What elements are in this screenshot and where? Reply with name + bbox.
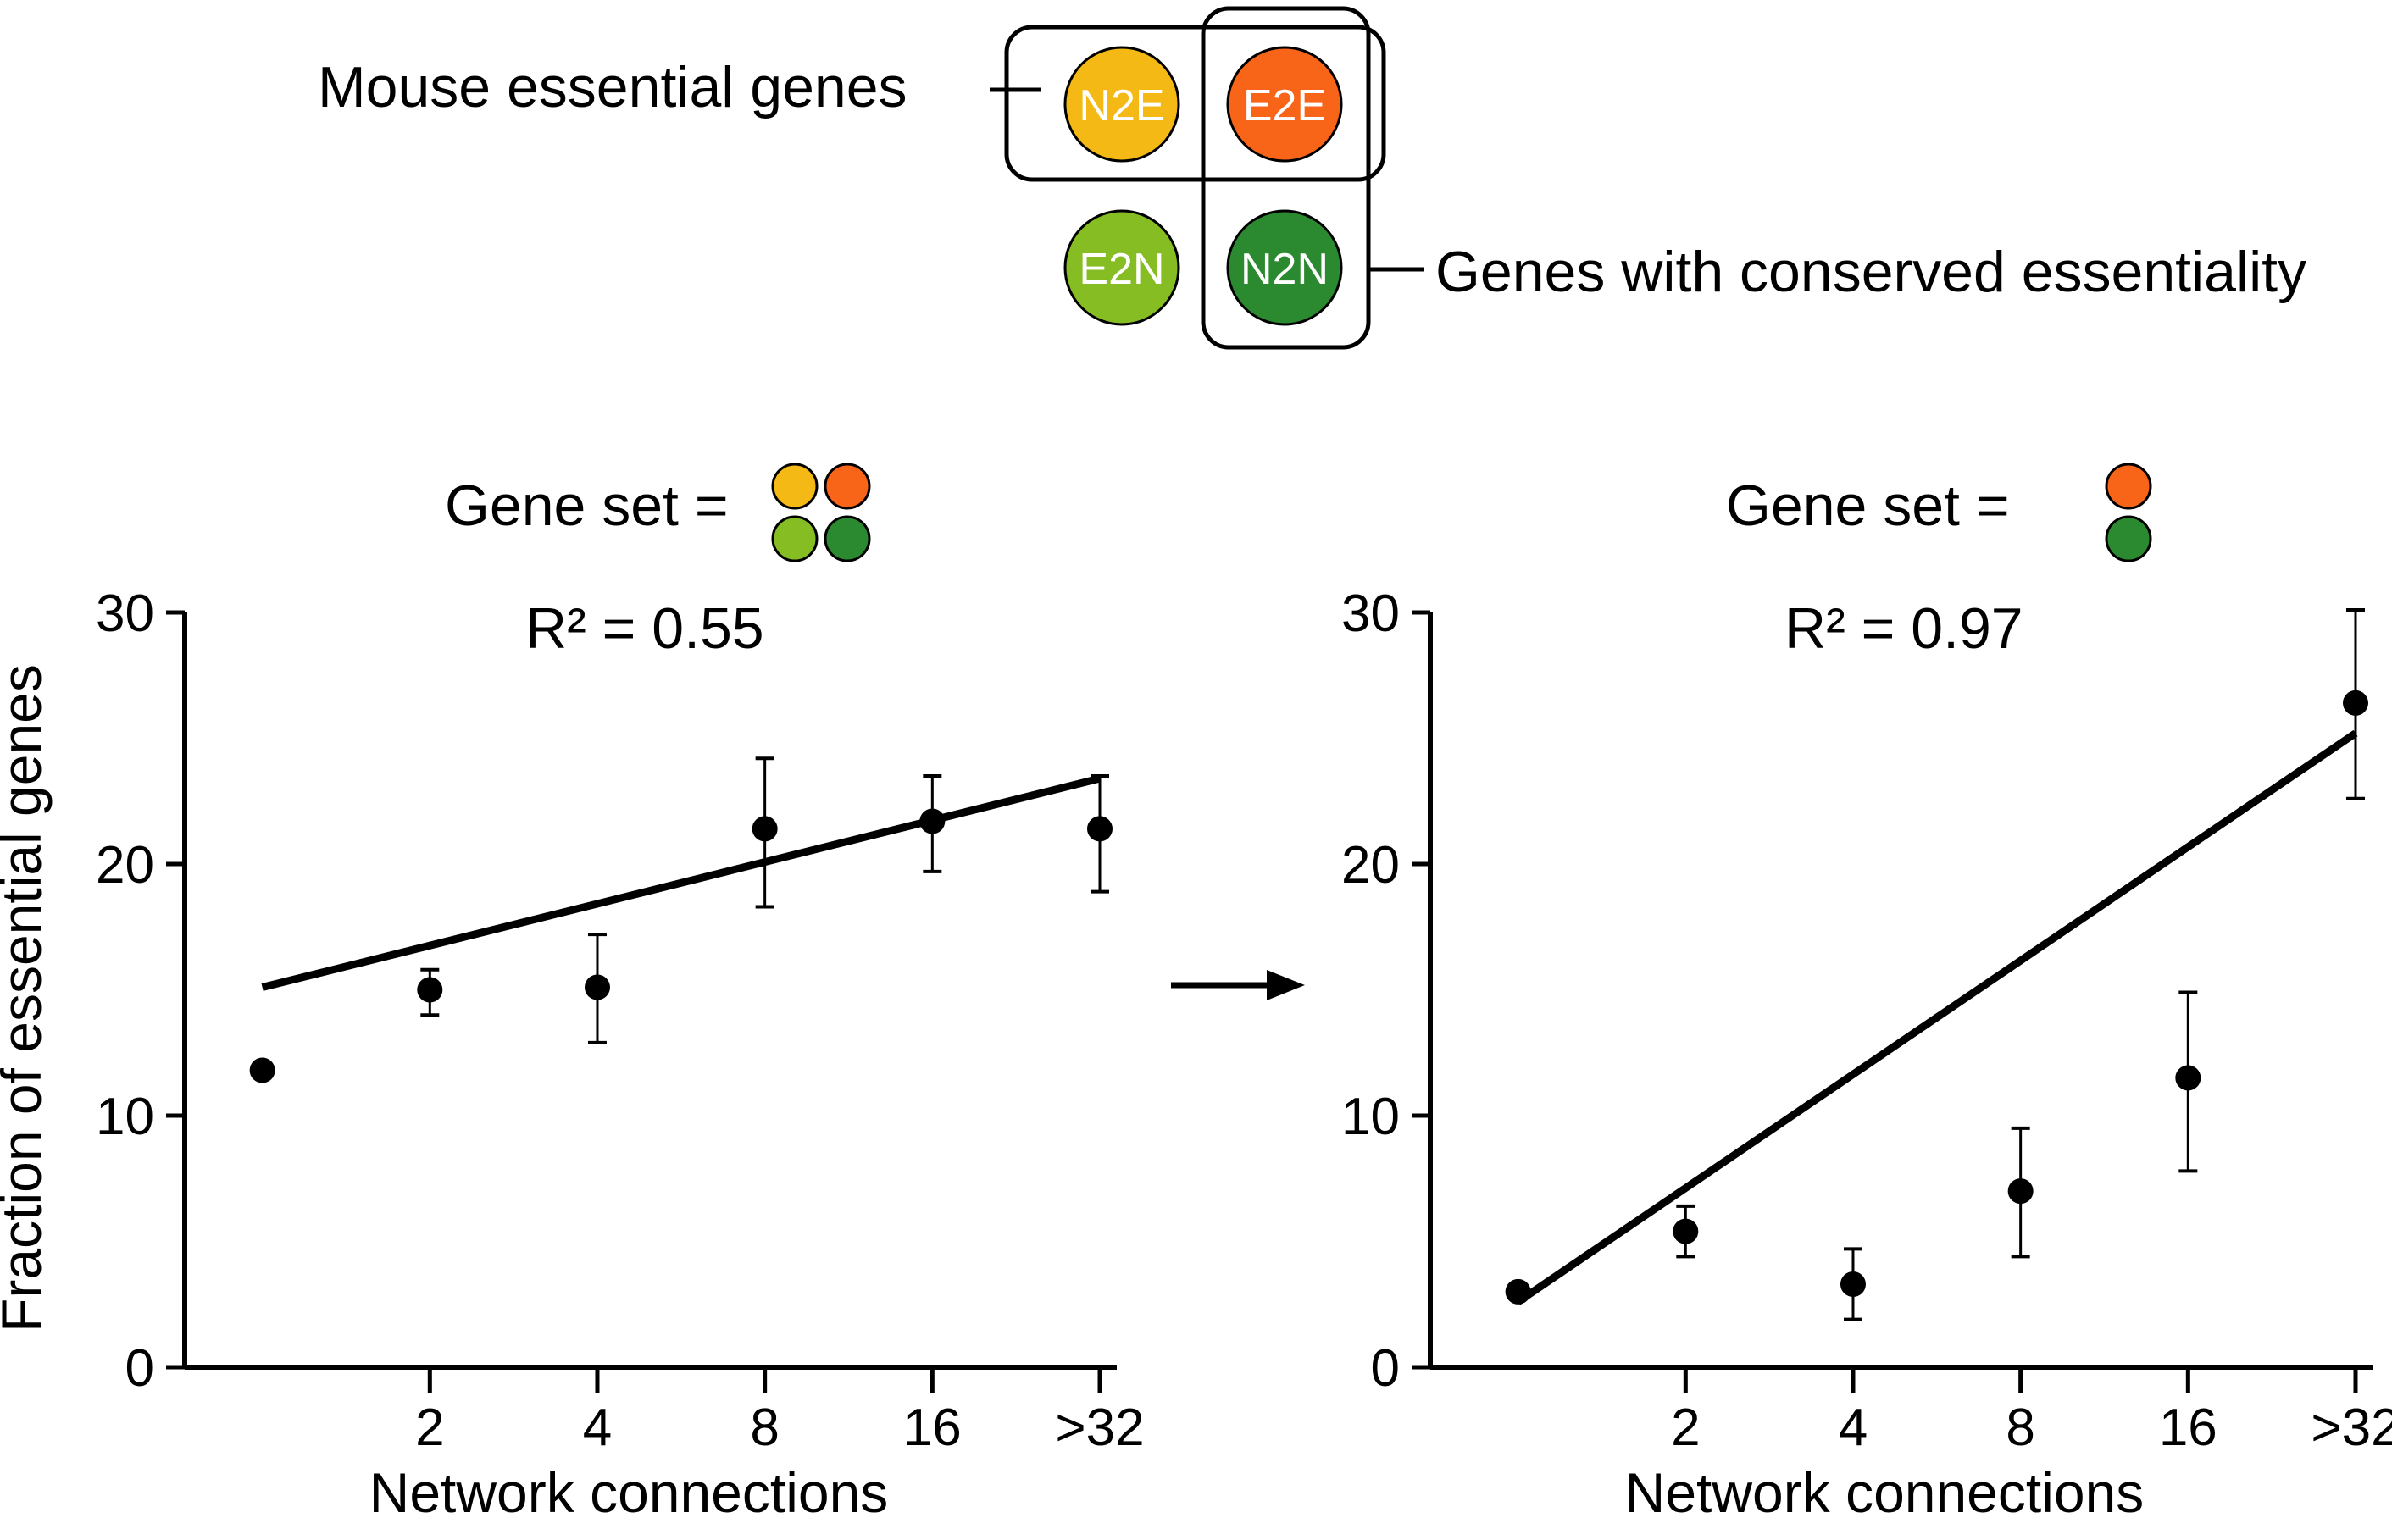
x-axis-label: Network connections <box>1625 1461 2145 1524</box>
legend-circle-n2n: N2N <box>1226 209 1343 326</box>
x-tick-label: 2 <box>415 1399 444 1457</box>
data-point <box>2343 690 2368 716</box>
gene-set-swatch-n2n <box>824 515 871 562</box>
x-tick-label: 16 <box>903 1399 962 1457</box>
fit-line <box>1516 729 2358 1305</box>
transition-arrow <box>1171 970 1305 1000</box>
legend-circle-e2n: E2N <box>1063 209 1180 326</box>
x-axis-label: Network connections <box>369 1461 889 1524</box>
legend-circle-n2e: N2E <box>1063 46 1180 163</box>
data-point <box>584 974 610 1000</box>
x-tick-label: 16 <box>2159 1399 2217 1457</box>
fit-line <box>261 774 1102 991</box>
data-point <box>417 977 443 1003</box>
x-tick-label: 2 <box>1671 1399 1700 1457</box>
x-tick-label: 4 <box>583 1399 612 1457</box>
legend-diagram: N2E E2E E2N N2N Mouse essential genes Ge… <box>318 6 2306 350</box>
gene-set-swatch-n2n <box>2105 515 2152 562</box>
conserved-essentiality-box <box>1201 6 1371 350</box>
r-squared-annotation: R² = 0.97 <box>1784 596 2023 661</box>
y-axis-label: Fraction of essential genes <box>0 664 53 1332</box>
x-tick-label: >32 <box>2311 1399 2392 1457</box>
conserved-essentiality-label: Genes with conserved essentiality <box>1435 240 2306 304</box>
r-squared-annotation: R² = 0.55 <box>525 596 764 661</box>
data-point <box>2007 1178 2034 1205</box>
gene-set-swatch-e2e <box>824 463 871 510</box>
data-point <box>1505 1278 1531 1305</box>
y-tick-label: 30 <box>96 584 154 643</box>
legend-circle-n2e-label: N2E <box>1079 81 1164 130</box>
y-tick-label: 20 <box>96 836 154 895</box>
gene-set-swatch-e2e <box>2105 463 2152 510</box>
chart-left: Gene set = R² = 0.55 0 10 20 30 2 4 8 16 >32 Networ… <box>0 463 1145 1524</box>
data-point <box>2175 1065 2201 1091</box>
mouse-essential-box <box>1004 25 1386 182</box>
x-tick-label: >32 <box>1055 1399 1144 1457</box>
data-point <box>1673 1218 1699 1244</box>
x-tick-label: 8 <box>2006 1399 2034 1457</box>
legend-circle-n2n-label: N2N <box>1240 245 1329 294</box>
y-tick-label: 0 <box>1371 1339 1400 1398</box>
legend-circle-e2n-label: E2N <box>1079 245 1164 294</box>
x-tick-label: 4 <box>1839 1399 1868 1457</box>
y-tick-label: 10 <box>1341 1088 1400 1146</box>
gene-set-swatch-e2n <box>771 515 819 562</box>
y-tick-label: 30 <box>1341 584 1400 643</box>
data-point <box>919 808 946 834</box>
data-point <box>249 1057 275 1083</box>
mouse-essential-label: Mouse essential genes <box>318 55 907 119</box>
y-tick-label: 0 <box>125 1339 154 1398</box>
gene-set-swatch-n2e <box>771 463 819 510</box>
legend-circle-e2e: E2E <box>1226 46 1343 163</box>
y-tick-label: 10 <box>96 1088 154 1146</box>
data-point <box>752 816 778 842</box>
y-tick-label: 20 <box>1341 836 1400 895</box>
data-point <box>1840 1271 1866 1297</box>
legend-circle-e2e-label: E2E <box>1243 81 1326 130</box>
x-tick-label: 8 <box>750 1399 779 1457</box>
data-point <box>1087 816 1113 842</box>
chart-title: Gene set = <box>1726 474 2010 538</box>
chart-title: Gene set = <box>445 474 729 538</box>
chart-right: Gene set = R² = 0.97 0 10 20 30 2 4 8 16 >32 Networ… <box>1341 463 2392 1524</box>
